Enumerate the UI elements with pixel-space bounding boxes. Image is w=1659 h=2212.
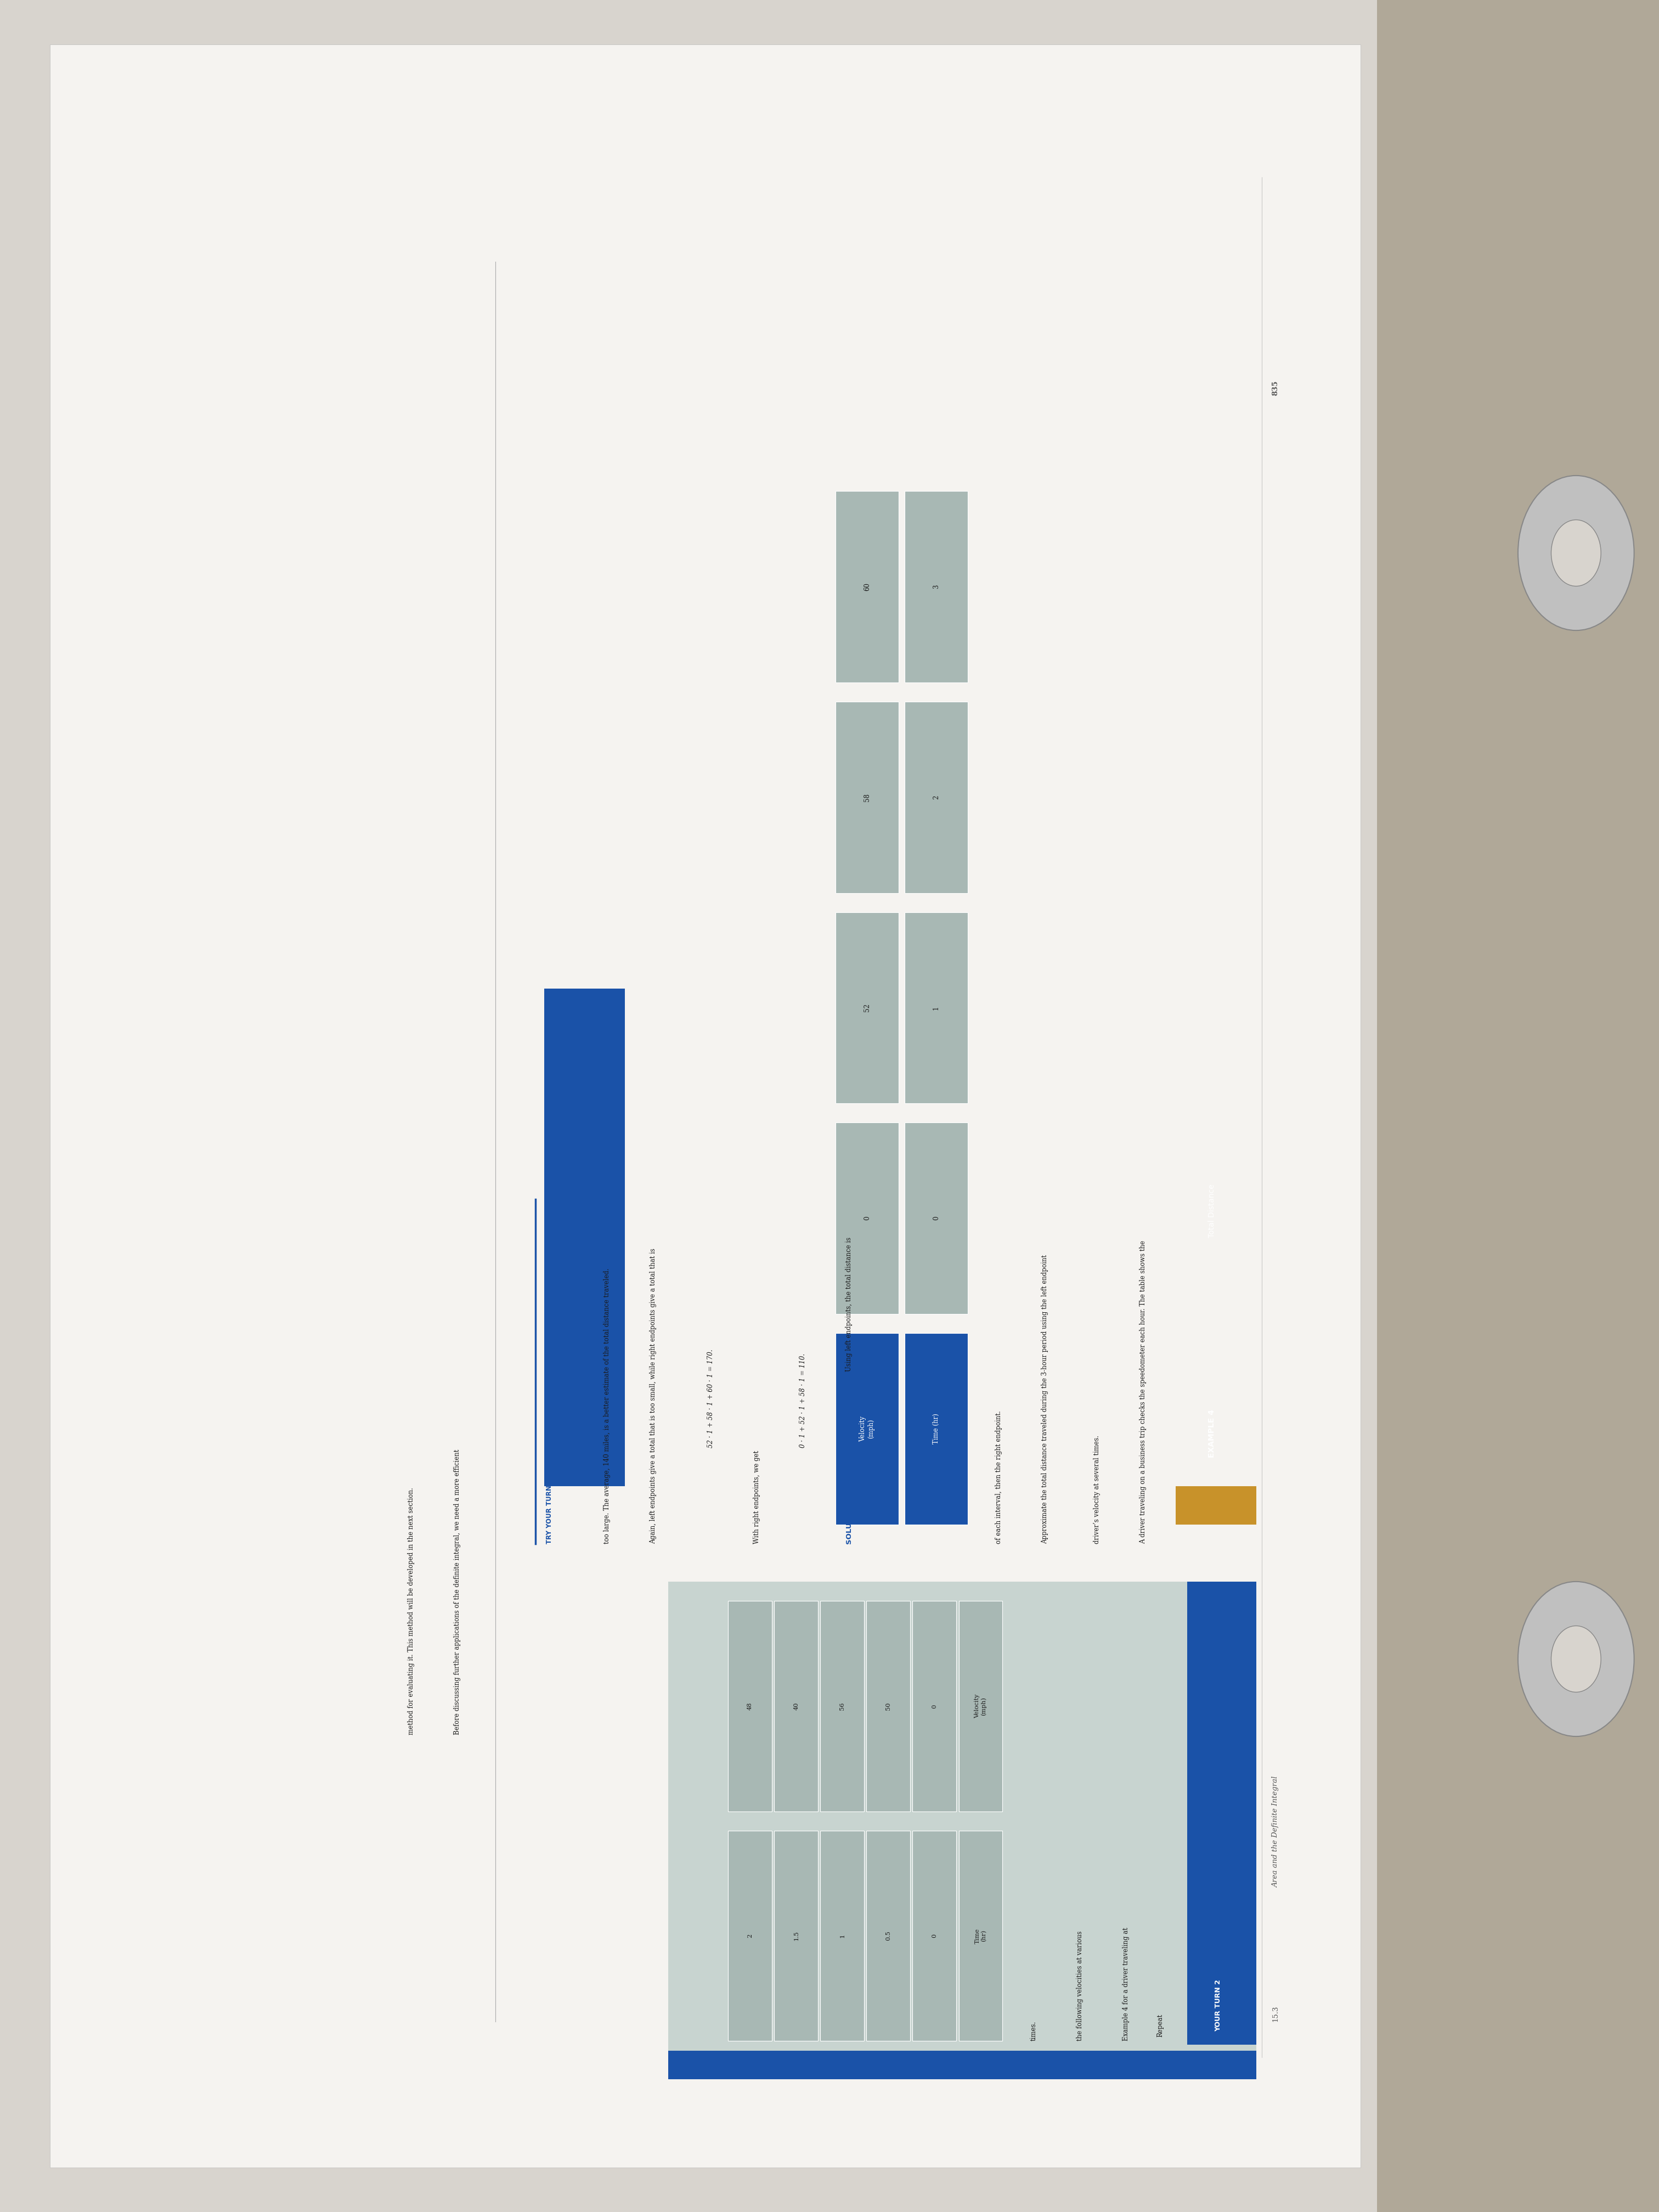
Text: Repeat: Repeat	[1156, 2015, 1165, 2037]
Text: Using left endpoints, the total distance is: Using left endpoints, the total distance…	[846, 1237, 853, 1371]
Circle shape	[1551, 1626, 1601, 1692]
Text: With right endpoints, we get: With right endpoints, we get	[753, 1451, 760, 1544]
Bar	[836, 911, 899, 1104]
Bar	[836, 1124, 899, 1314]
Bar	[904, 1124, 967, 1314]
Bar	[904, 491, 967, 684]
Text: 2: 2	[932, 796, 939, 799]
Bar	[904, 911, 967, 1104]
Text: 2: 2	[747, 1933, 753, 1938]
Bar	[959, 1601, 1002, 1812]
Text: Area and the Definite Integral: Area and the Definite Integral	[1272, 1776, 1279, 1889]
Text: EXAMPLE 4: EXAMPLE 4	[1208, 1409, 1216, 1458]
Text: 0 · 1 + 52 · 1 + 58 · 1 = 110.: 0 · 1 + 52 · 1 + 58 · 1 = 110.	[800, 1354, 806, 1449]
Bar	[728, 1832, 771, 2042]
Bar	[1176, 1486, 1256, 1524]
Text: 48: 48	[747, 1703, 753, 1710]
Bar	[820, 1601, 864, 1812]
Circle shape	[1518, 1582, 1634, 1736]
Bar	[912, 1832, 956, 2042]
Bar	[904, 1334, 967, 1524]
Text: SOLUTION: SOLUTION	[846, 1502, 853, 1544]
Text: 60: 60	[863, 582, 871, 591]
Bar	[50, 44, 1360, 2168]
Text: 1.5: 1.5	[793, 1931, 800, 1940]
Text: 56: 56	[839, 1703, 844, 1710]
Bar	[669, 2051, 1256, 2079]
Text: Total Distance: Total Distance	[1208, 1183, 1216, 1237]
Bar	[866, 1601, 911, 1812]
Text: 1: 1	[839, 1933, 844, 1938]
Bar	[820, 1832, 864, 2042]
Text: Example 4 for a driver traveling at: Example 4 for a driver traveling at	[1121, 1927, 1130, 2042]
Bar	[775, 1601, 818, 1812]
Text: 52 · 1 + 58 · 1 + 60 · 1 = 170.: 52 · 1 + 58 · 1 + 60 · 1 = 170.	[707, 1349, 715, 1449]
Text: the following velocities at various: the following velocities at various	[1077, 1931, 1083, 2042]
Text: 52: 52	[863, 1004, 871, 1011]
Text: 58: 58	[863, 794, 871, 801]
Text: Time (hr): Time (hr)	[932, 1413, 939, 1444]
Text: driver’s velocity at several times.: driver’s velocity at several times.	[1093, 1436, 1100, 1544]
Text: 0: 0	[863, 1217, 871, 1221]
Bar	[959, 1832, 1002, 2042]
Text: 0: 0	[932, 1933, 937, 1938]
Text: method for evaluating it. This method will be developed in the next section.: method for evaluating it. This method wi…	[408, 1489, 415, 1734]
Text: 50: 50	[886, 1703, 891, 1710]
Text: 0.5: 0.5	[886, 1931, 891, 1940]
Circle shape	[1551, 520, 1601, 586]
Bar	[836, 491, 899, 684]
Bar	[1186, 1582, 1256, 2044]
Bar	[728, 1601, 771, 1812]
Text: 40: 40	[793, 1703, 800, 1710]
Bar	[866, 1832, 911, 2042]
Text: 1: 1	[932, 1006, 939, 1011]
Text: Time
(hr): Time (hr)	[974, 1929, 987, 1944]
Bar	[836, 701, 899, 894]
Bar	[669, 1582, 1256, 2079]
Text: of each interval, then the right endpoint.: of each interval, then the right endpoin…	[995, 1411, 1002, 1544]
Bar	[775, 1832, 818, 2042]
Text: Approximate the total distance traveled during the 3-hour period using the left : Approximate the total distance traveled …	[1042, 1254, 1048, 1544]
Text: Velocity
(mph): Velocity (mph)	[859, 1416, 874, 1442]
Text: YOUR TURN 2: YOUR TURN 2	[1214, 1980, 1221, 2031]
Circle shape	[1518, 476, 1634, 630]
Bar	[912, 1601, 956, 1812]
Text: Again, left endpoints give a total that is too small, while right endpoints give: Again, left endpoints give a total that …	[650, 1248, 657, 1544]
Text: times.: times.	[1030, 2022, 1037, 2042]
Text: 3: 3	[932, 584, 939, 588]
Bar	[836, 1334, 899, 1524]
Bar	[904, 701, 967, 894]
Text: TRY YOUR TURN 2: TRY YOUR TURN 2	[546, 1478, 552, 1544]
Bar	[1377, 0, 1659, 2212]
Text: 0: 0	[932, 1703, 937, 1708]
Bar	[544, 989, 625, 1486]
Text: 835: 835	[1272, 380, 1279, 396]
Text: too large. The average, 140 miles, is a better estimate of the total distance tr: too large. The average, 140 miles, is a …	[604, 1267, 611, 1544]
Text: Velocity
(mph): Velocity (mph)	[974, 1694, 987, 1719]
Text: 0: 0	[932, 1217, 939, 1221]
Text: Before discussing further applications of the definite integral, we need a more : Before discussing further applications o…	[453, 1449, 461, 1734]
Text: 15.3: 15.3	[1272, 2006, 1279, 2022]
Text: A driver traveling on a business trip checks the speedometer each hour. The tabl: A driver traveling on a business trip ch…	[1140, 1241, 1146, 1544]
